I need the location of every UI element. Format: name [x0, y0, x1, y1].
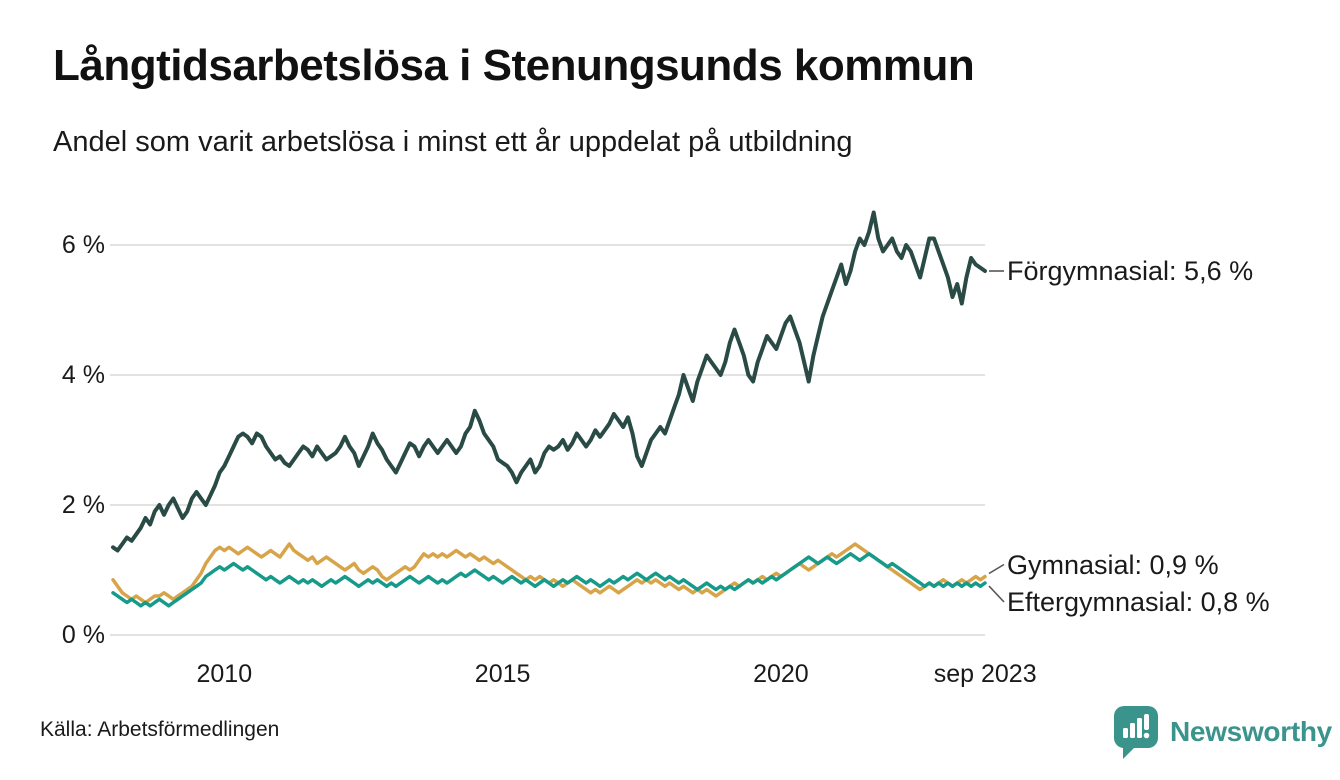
end-label-förgymnasial: Förgymnasial: 5,6 % — [1007, 256, 1254, 286]
x-tick-2010: 2010 — [196, 660, 253, 688]
newsworthy-bubble-chart-icon — [1113, 706, 1158, 759]
y-tick-0pct: 0 % — [61, 621, 105, 649]
source-note: Källa: Arbetsförmedlingen — [40, 718, 280, 741]
x-tick-sep-2023: sep 2023 — [933, 660, 1037, 688]
newsworthy-logo: Newsworthy — [1112, 704, 1332, 760]
series-line-eftergymnasial — [111, 552, 987, 608]
end-label-gymnasial: Gymnasial: 0,9 % — [1007, 549, 1219, 580]
x-tick-2015: 2015 — [474, 660, 531, 688]
y-tick-2pct: 2 % — [61, 491, 105, 519]
newsworthy-wordmark: Newsworthy — [1170, 716, 1332, 747]
y-tick-6pct: 6 % — [61, 231, 105, 259]
connector-eftergymnasial — [988, 585, 1005, 603]
end-label-eftergymnasial: Eftergymnasial: 0,8 % — [1007, 587, 1270, 617]
chart-subtitle: Andel som varit arbetslösa i minst ett å… — [53, 126, 853, 158]
series-line-gymnasial — [111, 542, 987, 605]
x-tick-2020: 2020 — [753, 660, 809, 688]
chart-title: Långtidsarbetslösa i Stenungsunds kommun — [53, 41, 975, 90]
series-line-förgymnasial — [111, 210, 987, 553]
connector-gymnasial — [988, 563, 1005, 575]
y-tick-4pct: 4 % — [61, 361, 105, 389]
